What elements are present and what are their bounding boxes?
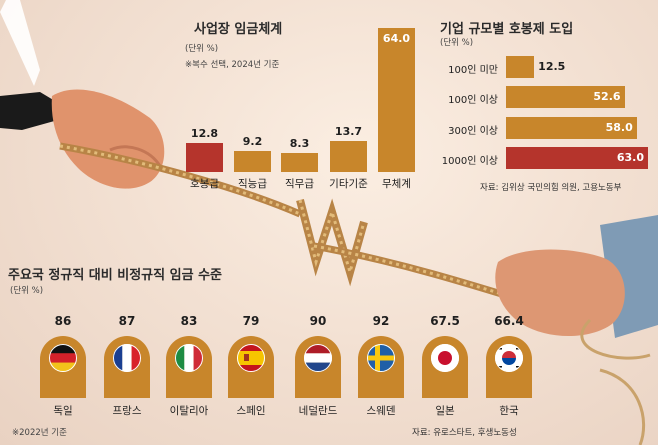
chart1-bar — [186, 143, 223, 172]
chart3-note: ※2022년 기준 — [12, 428, 67, 438]
chart3-value-label: 87 — [118, 314, 136, 328]
chart2-unit: (단위 %) — [440, 38, 474, 48]
italy-flag-icon — [175, 344, 203, 372]
chart2-title: 기업 규모별 호봉제 도입 — [440, 22, 574, 37]
chart1-category-label: 무체계 — [382, 178, 411, 190]
chart2-bar — [506, 56, 535, 78]
chart1-value-label: 64.0 — [382, 32, 411, 45]
chart1-note: ※복수 선택, 2024년 기준 — [185, 60, 280, 70]
chart1-category-label: 직무급 — [285, 178, 314, 190]
chart2-value-label: 63.0 — [616, 151, 644, 164]
chart1-value-label: 9.2 — [242, 135, 263, 149]
chart2-bar — [506, 86, 625, 108]
rope-left-icon — [59, 142, 302, 218]
chart3-country-label: 독일 — [53, 405, 73, 417]
chart2-value-label: 52.6 — [593, 90, 621, 103]
chart1-bar — [281, 153, 318, 172]
netherlands-flag-icon — [304, 344, 332, 372]
chart3-country-label: 이탈리아 — [169, 405, 209, 417]
chart3-country-label: 프랑스 — [112, 405, 142, 417]
chart2-category-label: 300인 이상 — [448, 126, 498, 137]
chart2-category-label: 100인 이상 — [448, 95, 498, 106]
chart3-country-label: 스페인 — [236, 405, 266, 417]
chart3-title: 주요국 정규직 대비 비정규직 임금 수준 — [8, 268, 222, 283]
chart1-value-label: 12.8 — [190, 127, 219, 141]
shirt-cuff-icon — [0, 0, 40, 86]
chart1-unit: (단위 %) — [185, 44, 219, 54]
chart3-country-label: 스웨덴 — [366, 405, 396, 417]
spain-flag-icon — [237, 344, 265, 372]
chart2-bar — [506, 147, 648, 169]
chart1-value-label: 13.7 — [334, 125, 363, 139]
chart3-value-label: 66.4 — [494, 314, 524, 328]
chart2-value-label: 12.5 — [538, 60, 566, 73]
chart1-bar — [330, 141, 367, 172]
japan-flag-icon — [431, 344, 459, 372]
chart2-source: 자료: 김위상 국민의힘 의원, 고용노동부 — [480, 183, 622, 193]
loose-rope-icon — [580, 318, 651, 445]
chart3-country-label: 한국 — [499, 405, 519, 417]
chart3-unit: (단위 %) — [10, 286, 44, 296]
chart3-value-label: 79 — [242, 314, 260, 328]
chart2-category-label: 1000인 이상 — [441, 156, 498, 167]
chart1-category-label: 기타기준 — [329, 178, 368, 190]
chart3-value-label: 67.5 — [430, 314, 460, 328]
chart2-bar — [506, 117, 637, 139]
suit-sleeve-icon — [0, 0, 60, 130]
germany-flag-icon — [49, 344, 77, 372]
chart3-value-label: 86 — [54, 314, 72, 328]
chart3-value-label: 90 — [309, 314, 327, 328]
chart3-value-label: 83 — [180, 314, 198, 328]
chart1-bar — [378, 28, 415, 172]
chart1-category-label: 직능급 — [238, 178, 267, 190]
chart1-bar — [234, 151, 271, 172]
chart3-value-label: 92 — [372, 314, 390, 328]
chart3-source: 자료: 유로스타트, 후생노동성 — [412, 428, 517, 438]
chart1-category-label: 호봉급 — [190, 178, 219, 190]
chart3-country-label: 네덜란드 — [298, 405, 338, 417]
chart2-category-label: 100인 미만 — [448, 65, 498, 76]
korea-flag-icon — [495, 344, 523, 372]
france-flag-icon — [113, 344, 141, 372]
chart3-country-label: 일본 — [435, 405, 455, 417]
chart1-title: 사업장 임금체계 — [194, 22, 283, 37]
right-hand-icon — [495, 249, 625, 336]
chart2-value-label: 58.0 — [605, 121, 633, 134]
sweden-flag-icon — [367, 344, 395, 372]
chart1-value-label: 8.3 — [289, 137, 310, 151]
